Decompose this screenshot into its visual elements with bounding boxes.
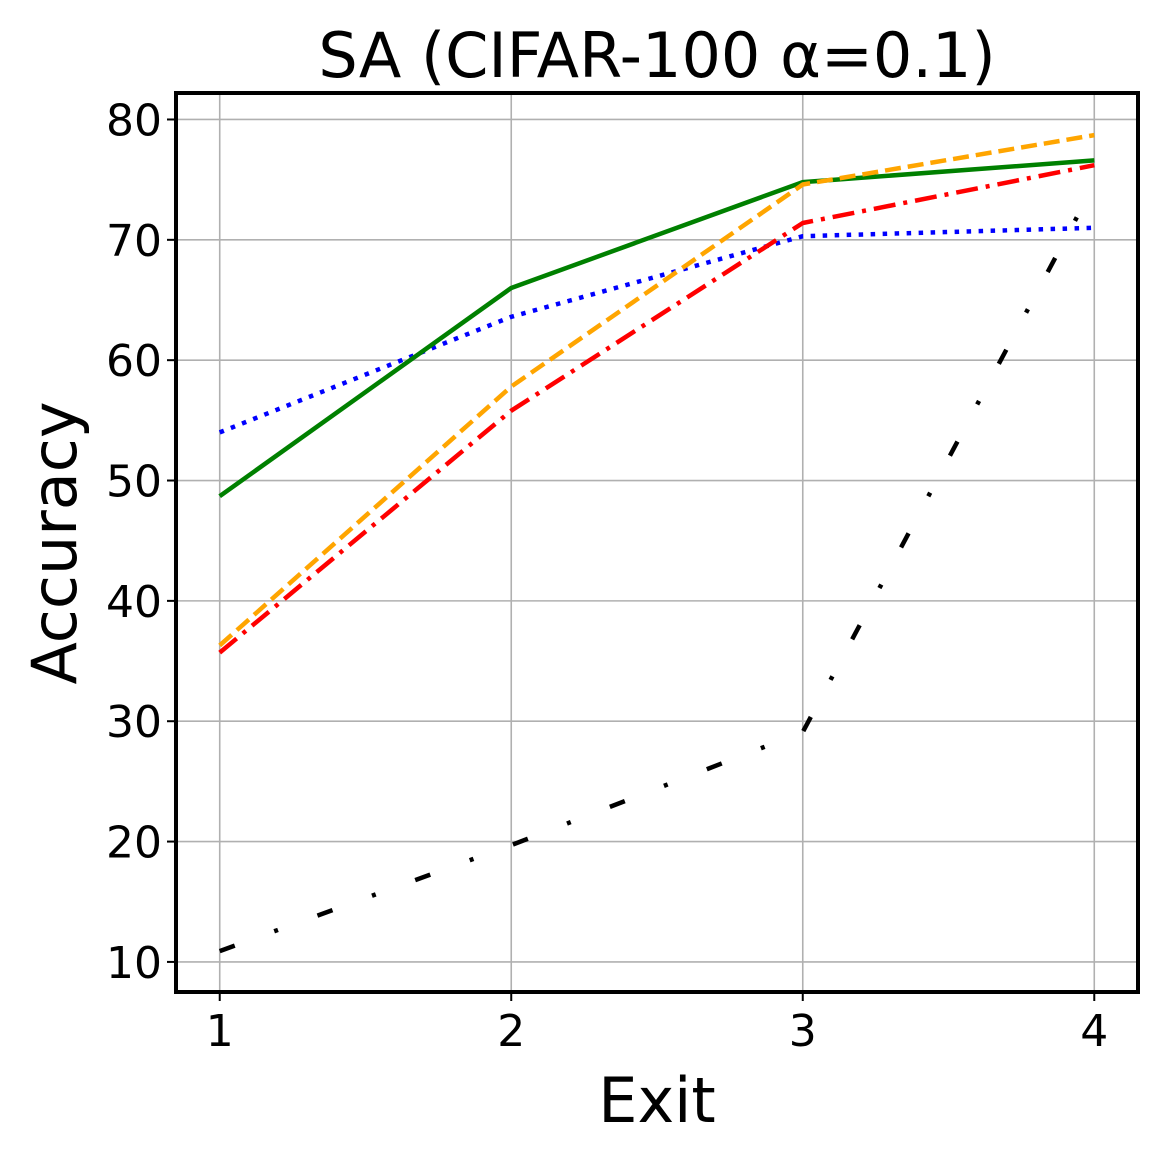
y-tick-label: 20: [106, 818, 162, 869]
chart-title: SA (CIFAR-100 α=0.1): [318, 19, 995, 92]
series-line-3: [218, 132, 1095, 648]
plot-frame: [174, 91, 1140, 994]
y-tick-label: 70: [106, 216, 162, 267]
series-line-4: [218, 162, 1095, 655]
series-lines: [218, 132, 1097, 954]
y-tick-label: 30: [106, 697, 162, 748]
x-tick-label: 4: [1080, 1006, 1108, 1057]
x-tick-label: 3: [789, 1006, 817, 1057]
y-tick-label: 80: [106, 95, 162, 146]
x-tick-label: 1: [206, 1006, 234, 1057]
grid-lines: [176, 93, 1138, 992]
axis-ticks: 1 2 3 4 10 20 30 40 50 60 70 80: [106, 95, 1108, 1057]
y-tick-label: 50: [106, 457, 162, 508]
y-tick-label: 40: [106, 577, 162, 628]
series-line-5: [218, 183, 1097, 954]
y-axis-label: Accuracy: [18, 401, 91, 684]
series-line-2: [218, 158, 1095, 499]
y-tick-label: 60: [106, 336, 162, 387]
x-tick-label: 2: [497, 1006, 525, 1057]
series-line-1: [218, 225, 1095, 435]
x-axis-label: Exit: [598, 1064, 715, 1137]
y-tick-label: 10: [106, 938, 162, 989]
